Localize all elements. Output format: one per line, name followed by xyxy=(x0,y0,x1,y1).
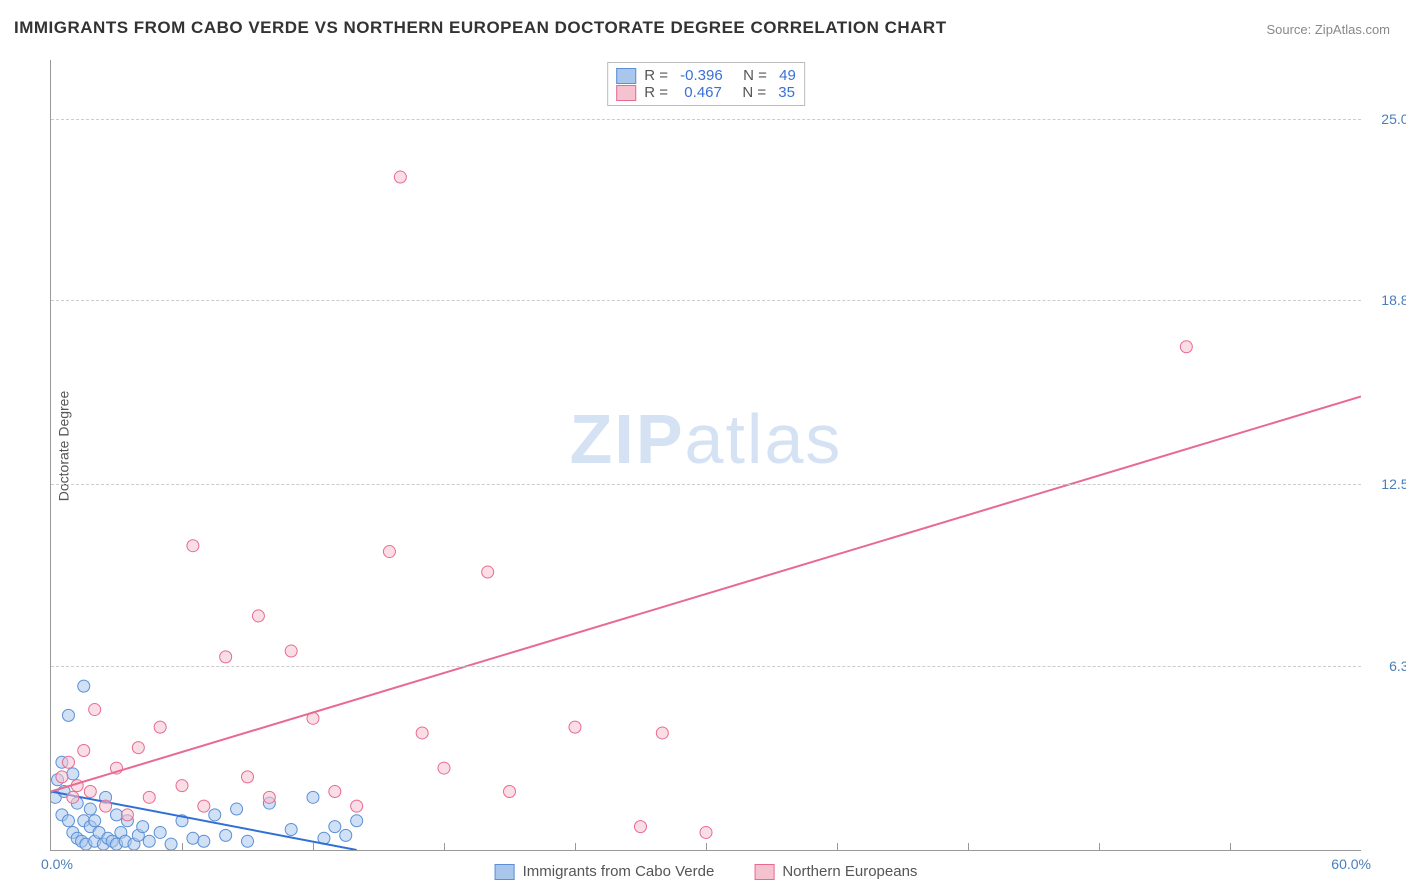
data-point xyxy=(220,829,232,841)
gridline-h xyxy=(51,484,1361,485)
data-point xyxy=(438,762,450,774)
x-minor-tick xyxy=(182,843,183,851)
legend-series: Immigrants from Cabo Verde Northern Euro… xyxy=(495,863,918,880)
source-attribution: Source: ZipAtlas.com xyxy=(1266,22,1390,37)
data-point xyxy=(635,821,647,833)
data-point xyxy=(252,610,264,622)
gridline-h xyxy=(51,300,1361,301)
legend-swatch-1 xyxy=(616,85,636,101)
data-point xyxy=(84,785,96,797)
data-point xyxy=(307,791,319,803)
chart-title: IMMIGRANTS FROM CABO VERDE VS NORTHERN E… xyxy=(14,18,947,38)
legend-n-value-1: 35 xyxy=(778,84,795,101)
data-point xyxy=(482,566,494,578)
data-point xyxy=(198,835,210,847)
data-point xyxy=(62,709,74,721)
x-minor-tick xyxy=(313,843,314,851)
data-point xyxy=(700,826,712,838)
regression-line xyxy=(51,396,1361,791)
y-tick-label: 12.5% xyxy=(1366,476,1406,492)
data-point xyxy=(340,829,352,841)
data-point xyxy=(111,809,123,821)
data-point xyxy=(504,785,516,797)
x-minor-tick xyxy=(444,843,445,851)
data-point xyxy=(176,780,188,792)
legend-bottom-swatch-0 xyxy=(495,864,515,880)
data-point xyxy=(1180,341,1192,353)
data-point xyxy=(285,645,297,657)
data-point xyxy=(154,826,166,838)
data-point xyxy=(78,745,90,757)
data-point xyxy=(242,771,254,783)
legend-r-label-0: R = xyxy=(644,67,672,84)
legend-bottom-swatch-1 xyxy=(754,864,774,880)
data-point xyxy=(165,838,177,850)
legend-n-label-1: N = xyxy=(730,84,770,101)
data-point xyxy=(84,803,96,815)
legend-stats-row-1: R = 0.467 N = 35 xyxy=(616,84,796,101)
x-minor-tick xyxy=(1230,843,1231,851)
data-point xyxy=(89,815,101,827)
gridline-h xyxy=(51,666,1361,667)
data-point xyxy=(187,832,199,844)
x-minor-tick xyxy=(575,843,576,851)
data-point xyxy=(351,815,363,827)
data-point xyxy=(100,800,112,812)
data-point xyxy=(569,721,581,733)
x-minor-tick xyxy=(837,843,838,851)
legend-n-label-0: N = xyxy=(731,67,771,84)
data-point xyxy=(416,727,428,739)
data-point xyxy=(209,809,221,821)
data-point xyxy=(329,821,341,833)
data-point xyxy=(285,824,297,836)
gridline-h xyxy=(51,119,1361,120)
data-point xyxy=(656,727,668,739)
data-point xyxy=(187,540,199,552)
legend-stats-row-0: R = -0.396 N = 49 xyxy=(616,67,796,84)
legend-bottom-label-1: Northern Europeans xyxy=(782,863,917,880)
data-point xyxy=(351,800,363,812)
data-point xyxy=(220,651,232,663)
x-minor-tick xyxy=(1099,843,1100,851)
legend-swatch-0 xyxy=(616,68,636,84)
data-point xyxy=(394,171,406,183)
data-point xyxy=(143,835,155,847)
data-point xyxy=(242,835,254,847)
data-point xyxy=(56,771,68,783)
data-point xyxy=(263,791,275,803)
data-point xyxy=(62,756,74,768)
data-point xyxy=(121,809,133,821)
chart-svg xyxy=(51,60,1361,850)
legend-item-1: Northern Europeans xyxy=(754,863,917,880)
data-point xyxy=(67,768,79,780)
data-point xyxy=(62,815,74,827)
chart-container: IMMIGRANTS FROM CABO VERDE VS NORTHERN E… xyxy=(0,0,1406,892)
legend-r-value-1: 0.467 xyxy=(684,84,722,101)
y-tick-label: 25.0% xyxy=(1366,111,1406,127)
data-point xyxy=(383,546,395,558)
x-tick-min: 0.0% xyxy=(41,856,73,872)
data-point xyxy=(89,704,101,716)
data-point xyxy=(154,721,166,733)
legend-r-label-1: R = xyxy=(644,84,676,101)
x-minor-tick xyxy=(706,843,707,851)
y-tick-label: 6.3% xyxy=(1366,658,1406,674)
x-tick-max: 60.0% xyxy=(1331,856,1371,872)
data-point xyxy=(329,785,341,797)
legend-item-0: Immigrants from Cabo Verde xyxy=(495,863,715,880)
legend-stats: R = -0.396 N = 49 R = 0.467 N = 35 xyxy=(607,62,805,106)
data-point xyxy=(78,680,90,692)
data-point xyxy=(67,791,79,803)
legend-r-value-0: -0.396 xyxy=(680,67,723,84)
x-minor-tick xyxy=(968,843,969,851)
data-point xyxy=(231,803,243,815)
data-point xyxy=(137,821,149,833)
data-point xyxy=(198,800,210,812)
legend-bottom-label-0: Immigrants from Cabo Verde xyxy=(523,863,715,880)
data-point xyxy=(143,791,155,803)
y-tick-label: 18.8% xyxy=(1366,292,1406,308)
plot-area: ZIPatlas 0.0% 60.0% R = -0.396 N = 49 R … xyxy=(50,60,1361,851)
legend-n-value-0: 49 xyxy=(779,67,796,84)
data-point xyxy=(132,742,144,754)
